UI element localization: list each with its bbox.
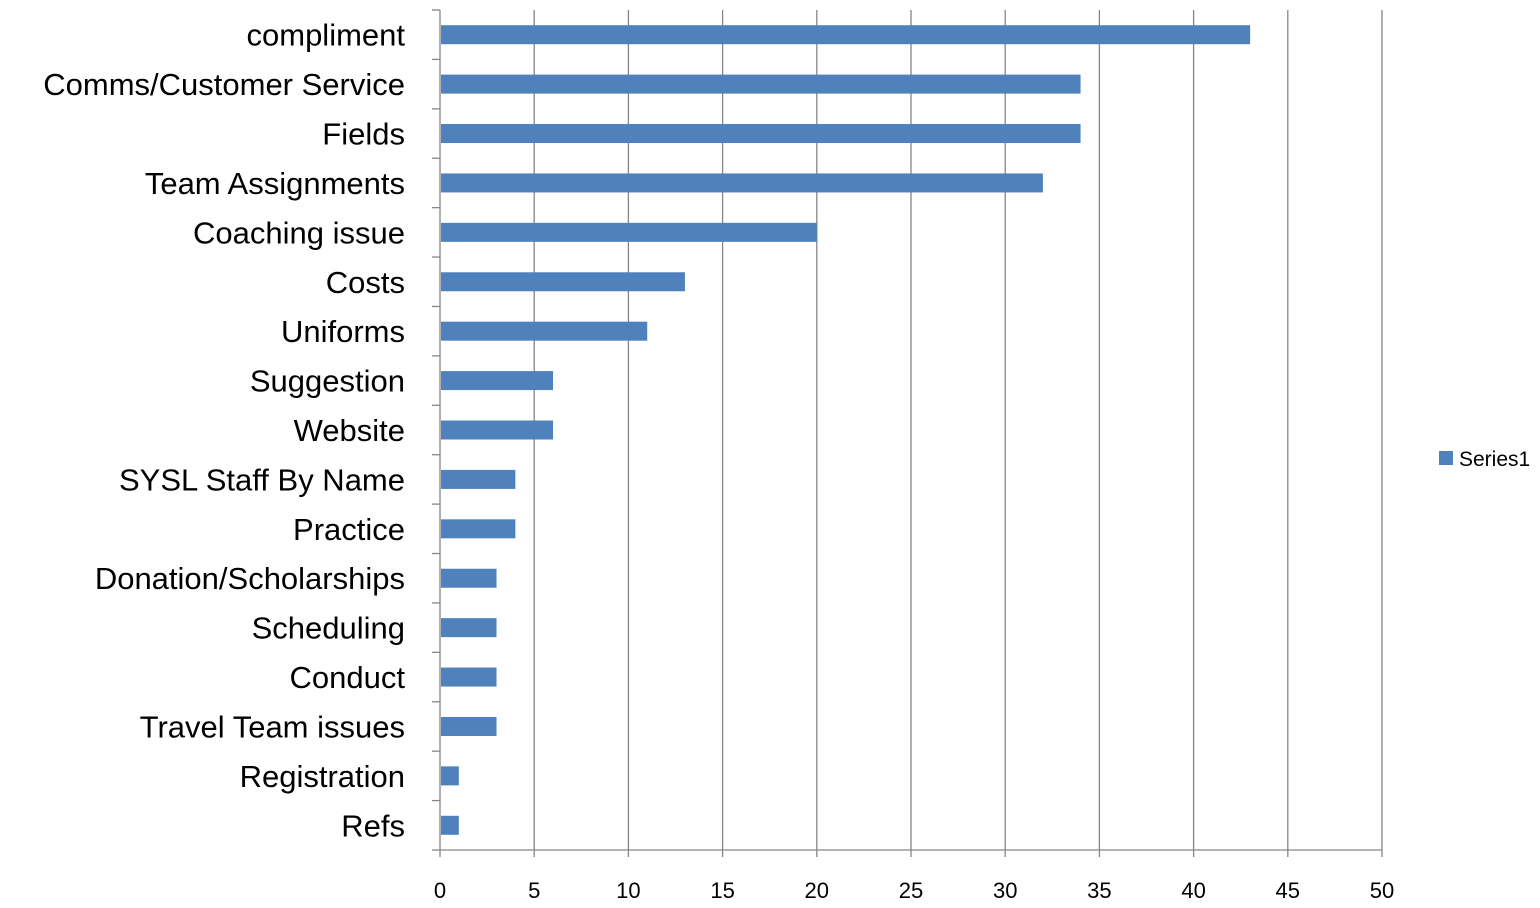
bar xyxy=(441,25,1251,45)
bar xyxy=(441,222,817,242)
x-tick-label: 45 xyxy=(1276,878,1300,903)
bar xyxy=(441,321,648,341)
legend-label: Series1 xyxy=(1459,448,1530,471)
bar xyxy=(441,568,497,588)
category-label: Donation/Scholarships xyxy=(95,561,405,596)
category-label: Suggestion xyxy=(250,364,405,399)
bar xyxy=(441,667,497,687)
x-tick-label: 10 xyxy=(616,878,640,903)
category-label: Registration xyxy=(240,759,405,794)
bar xyxy=(441,815,459,835)
bars xyxy=(441,25,1251,835)
bar xyxy=(441,716,497,736)
bar xyxy=(441,74,1081,94)
bar xyxy=(441,371,554,391)
bar xyxy=(441,173,1043,193)
gridlines xyxy=(533,10,1383,850)
x-tick-label: 5 xyxy=(528,878,540,903)
category-label: Uniforms xyxy=(281,314,405,349)
x-tick-label: 50 xyxy=(1370,878,1394,903)
bar xyxy=(441,272,685,292)
bar xyxy=(441,124,1081,144)
category-label: Practice xyxy=(293,512,405,547)
category-label: SYSL Staff By Name xyxy=(119,462,405,497)
legend: Series1 xyxy=(1439,448,1530,471)
bar xyxy=(441,618,497,638)
x-tick-label: 35 xyxy=(1087,878,1111,903)
category-label: Coaching issue xyxy=(193,215,405,250)
category-label: Costs xyxy=(326,265,405,300)
category-label: Scheduling xyxy=(252,611,405,646)
bar xyxy=(441,420,554,440)
category-label: Refs xyxy=(341,808,405,843)
category-labels: compliment Comms/Customer Service Fields Te… xyxy=(43,18,405,844)
x-tick-label: 25 xyxy=(899,878,923,903)
x-tick-label: 15 xyxy=(710,878,734,903)
category-label: Website xyxy=(294,413,405,448)
category-label: Conduct xyxy=(290,660,406,695)
x-tick-label: 30 xyxy=(993,878,1017,903)
category-label: Team Assignments xyxy=(145,166,405,201)
bar xyxy=(441,766,459,786)
category-label: Comms/Customer Service xyxy=(43,67,405,102)
bar xyxy=(441,469,516,489)
bar xyxy=(441,519,516,539)
category-label: Travel Team issues xyxy=(140,709,405,744)
category-label: compliment xyxy=(247,18,406,53)
category-label: Fields xyxy=(322,117,405,152)
x-tick-label: 20 xyxy=(805,878,829,903)
axes xyxy=(432,9,1383,857)
x-tick-label: 0 xyxy=(434,878,446,903)
x-tick-labels: 0 5 10 15 20 25 30 35 40 45 50 xyxy=(434,878,1394,903)
legend-swatch xyxy=(1439,451,1453,465)
x-tick-label: 40 xyxy=(1181,878,1205,903)
